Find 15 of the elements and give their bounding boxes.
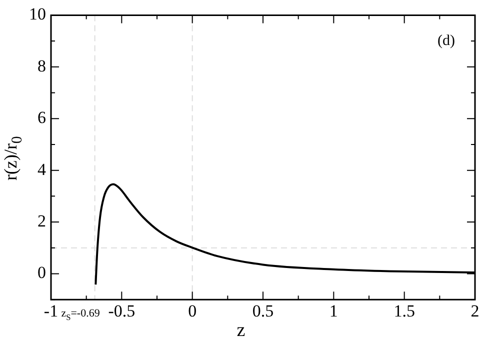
- x-tick-label: 0.5: [252, 301, 274, 320]
- annotation: (d): [438, 33, 456, 50]
- y-tick-label: 0: [38, 263, 46, 282]
- y-tick-label: 2: [38, 212, 46, 231]
- y-tick-label: 6: [38, 108, 46, 128]
- x-tick-label: 1: [329, 301, 338, 320]
- x-tick-label: 1.5: [394, 301, 415, 320]
- x-tick-label: 2: [470, 301, 480, 320]
- x-tick-label: 0: [188, 301, 197, 320]
- x-axis-title: z: [236, 320, 246, 342]
- x-tick-label: -0.5: [108, 301, 136, 320]
- y-tick-label: 4: [38, 160, 46, 179]
- x-tick-label: -1: [44, 301, 58, 320]
- y-tick-label: 8: [38, 56, 46, 76]
- y-tick-label: 10: [29, 4, 46, 24]
